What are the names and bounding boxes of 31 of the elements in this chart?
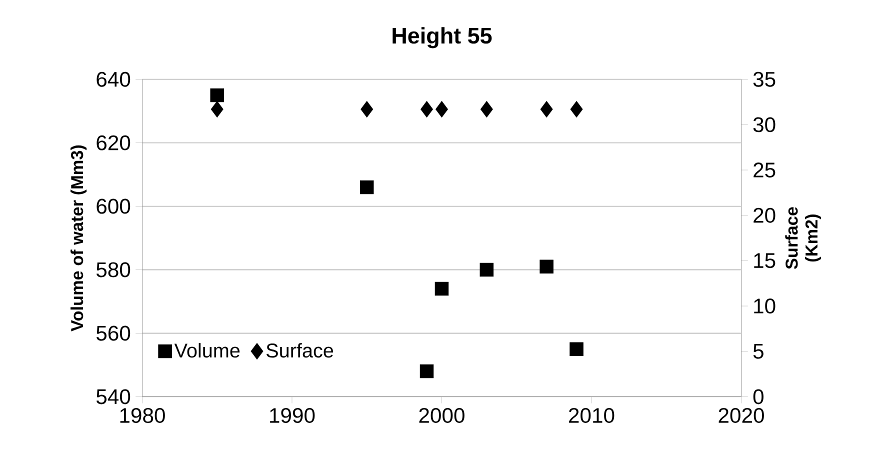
y2-tick-label: 10 <box>754 298 776 314</box>
y2-tick-label: 20 <box>754 208 776 223</box>
x-tick-label: 1980 <box>120 408 165 423</box>
point <box>434 282 449 296</box>
y-axis-title: Volume of water (Mm3) <box>70 145 87 332</box>
point <box>540 260 554 274</box>
x-tick-label: 1990 <box>270 408 315 423</box>
y-tick-label: 620 <box>96 135 130 150</box>
legend-label: Surface <box>266 342 334 358</box>
y-tick-label: 560 <box>96 326 130 341</box>
y2-axis-title: Surface (Km2) <box>785 206 822 269</box>
y-tick-label: 600 <box>96 198 130 214</box>
point <box>210 88 224 102</box>
y2-tick-label: 0 <box>753 389 764 404</box>
y2-tick-label: 25 <box>754 162 776 178</box>
point <box>570 342 584 356</box>
y2-tick-label: 5 <box>753 344 764 359</box>
chart-title: Height 55 <box>392 27 492 48</box>
y-tick-label: 540 <box>96 389 130 404</box>
x-tick-label: 2010 <box>569 408 614 423</box>
y2-tick-label: 35 <box>753 72 776 87</box>
point <box>480 262 494 277</box>
y2-tick-label: 15 <box>754 253 776 268</box>
x-tick-label: 2000 <box>419 408 464 423</box>
y-tick-label: 640 <box>96 72 130 87</box>
legend-label: Volume <box>174 342 240 358</box>
point <box>360 180 374 194</box>
y2-tick-label: 30 <box>753 117 776 132</box>
y-tick-label: 580 <box>96 262 130 278</box>
point <box>420 364 434 378</box>
x-tick-label: 2020 <box>718 408 764 423</box>
